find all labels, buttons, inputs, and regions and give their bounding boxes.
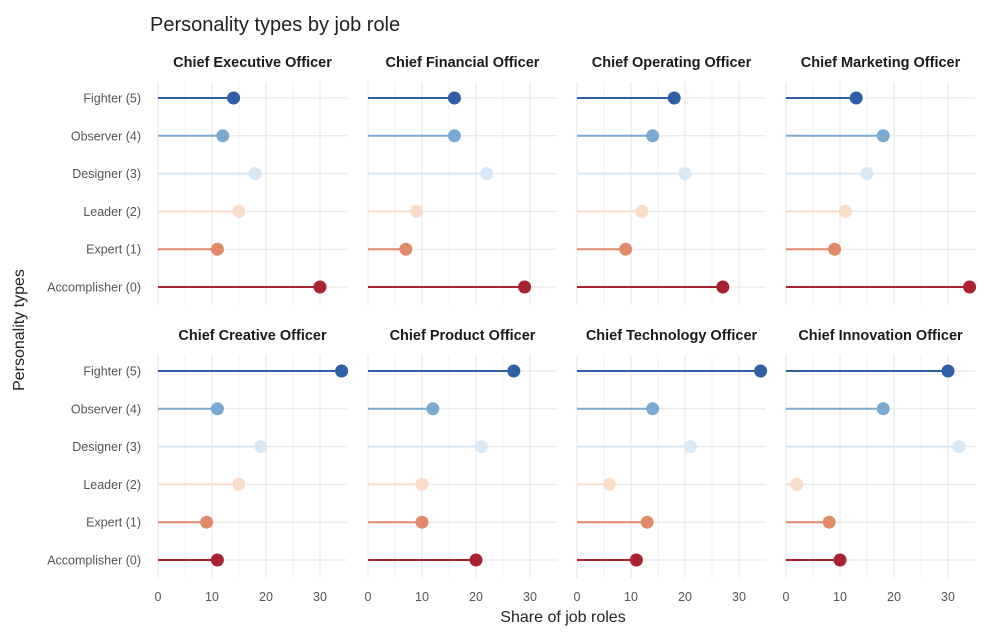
facet-panel: Chief Innovation Officer 0 10 20 30 xyxy=(783,328,975,604)
x-tick-label: 10 xyxy=(833,590,847,604)
lollipop-point xyxy=(447,129,461,143)
facet-panel: Chief Financial Officer xyxy=(367,55,557,305)
y-tick-label: Designer (3) xyxy=(72,167,141,181)
lollipop-point xyxy=(646,402,660,416)
lollipop-point xyxy=(619,242,633,256)
x-tick-label: 0 xyxy=(365,590,372,604)
lollipop-point xyxy=(447,91,461,105)
lollipop-point xyxy=(849,91,863,105)
y-axis-label: Personality types xyxy=(11,269,28,391)
lollipop-point xyxy=(469,553,483,567)
facet-panel: Chief Operating Officer xyxy=(576,55,766,305)
x-tick-label: 0 xyxy=(783,590,790,604)
lollipop-point xyxy=(426,402,440,416)
facet-title: Chief Executive Officer xyxy=(173,55,332,71)
facet-panel: Chief Product Officer 0 10 20 30 xyxy=(365,328,557,604)
lollipop-point xyxy=(754,364,768,378)
lollipop-point xyxy=(313,280,327,294)
y-tick-label: Expert (1) xyxy=(86,243,141,257)
y-tick-label: Fighter (5) xyxy=(83,365,141,379)
x-tick-label: 20 xyxy=(259,590,273,604)
x-tick-label: 30 xyxy=(941,590,955,604)
lollipop-point xyxy=(415,477,429,491)
x-tick-label: 20 xyxy=(887,590,901,604)
facet-title: Chief Creative Officer xyxy=(178,328,327,344)
lollipop-point xyxy=(210,242,224,256)
x-tick-label: 30 xyxy=(313,590,327,604)
y-tick-label: Leader (2) xyxy=(83,478,141,492)
y-tick-label: Accomplisher (0) xyxy=(47,554,141,568)
lollipop-point xyxy=(629,553,643,567)
chart-title: Personality types by job role xyxy=(150,14,400,36)
lollipop-point xyxy=(838,204,852,218)
lollipop-point xyxy=(518,280,532,294)
lollipop-point xyxy=(227,91,241,105)
lollipop-point xyxy=(232,477,246,491)
lollipop-point xyxy=(963,280,977,294)
lollipop-point xyxy=(216,129,230,143)
facet-title: Chief Technology Officer xyxy=(586,328,758,344)
facet-title: Chief Marketing Officer xyxy=(801,55,961,71)
lollipop-point xyxy=(828,242,842,256)
lollipop-point xyxy=(474,440,488,454)
lollipop-point xyxy=(415,515,429,529)
y-tick-label: Observer (4) xyxy=(71,402,141,416)
x-tick-label: 10 xyxy=(205,590,219,604)
lollipop-point xyxy=(683,440,697,454)
x-tick-label: 0 xyxy=(574,590,581,604)
lollipop-point xyxy=(876,129,890,143)
x-tick-label: 10 xyxy=(624,590,638,604)
facet-title: Chief Financial Officer xyxy=(386,55,540,71)
facet-panel: Chief Creative Officer Fighter (5) Observe… xyxy=(47,328,349,604)
lollipop-point xyxy=(507,364,521,378)
x-axis-label: Share of job roles xyxy=(500,609,625,626)
facet-panel: Chief Marketing Officer xyxy=(785,55,977,305)
lollipop-point xyxy=(640,515,654,529)
y-tick-label: Expert (1) xyxy=(86,516,141,530)
lollipop-point xyxy=(200,515,214,529)
facet-panels: Chief Executive Officer Fighter (5) Observ… xyxy=(47,55,977,604)
y-tick-label: Designer (3) xyxy=(72,440,141,454)
x-tick-label: 30 xyxy=(732,590,746,604)
facet-title: Chief Operating Officer xyxy=(592,55,752,71)
y-tick-label: Accomplisher (0) xyxy=(47,281,141,295)
lollipop-point xyxy=(678,167,692,181)
facet-title: Chief Innovation Officer xyxy=(798,328,963,344)
x-tick-label: 10 xyxy=(415,590,429,604)
lollipop-point xyxy=(254,440,268,454)
lollipop-point xyxy=(602,477,616,491)
y-tick-label: Fighter (5) xyxy=(83,92,141,106)
lollipop-point xyxy=(210,402,224,416)
lollipop-point xyxy=(833,553,847,567)
lollipop-point xyxy=(399,242,413,256)
lollipop-point xyxy=(667,91,681,105)
lollipop-point xyxy=(941,364,955,378)
x-tick-label: 20 xyxy=(678,590,692,604)
lollipop-point xyxy=(210,553,224,567)
lollipop-point xyxy=(952,440,966,454)
lollipop-point xyxy=(410,204,424,218)
facet-panel: Chief Technology Officer 0 10 20 30 xyxy=(574,328,768,604)
lollipop-point xyxy=(232,204,246,218)
x-tick-label: 30 xyxy=(523,590,537,604)
facet-panel: Chief Executive Officer Fighter (5) Observ… xyxy=(47,55,347,305)
facet-title: Chief Product Officer xyxy=(390,328,536,344)
lollipop-point xyxy=(248,167,262,181)
lollipop-point xyxy=(480,167,494,181)
x-tick-label: 20 xyxy=(469,590,483,604)
lollipop-point xyxy=(335,364,349,378)
lollipop-point xyxy=(716,280,730,294)
lollipop-point xyxy=(635,204,649,218)
x-tick-label: 0 xyxy=(155,590,162,604)
lollipop-point xyxy=(860,167,874,181)
y-tick-label: Leader (2) xyxy=(83,205,141,219)
lollipop-point xyxy=(646,129,660,143)
y-tick-label: Observer (4) xyxy=(71,129,141,143)
lollipop-point xyxy=(790,477,804,491)
lollipop-point xyxy=(822,515,836,529)
lollipop-point xyxy=(876,402,890,416)
